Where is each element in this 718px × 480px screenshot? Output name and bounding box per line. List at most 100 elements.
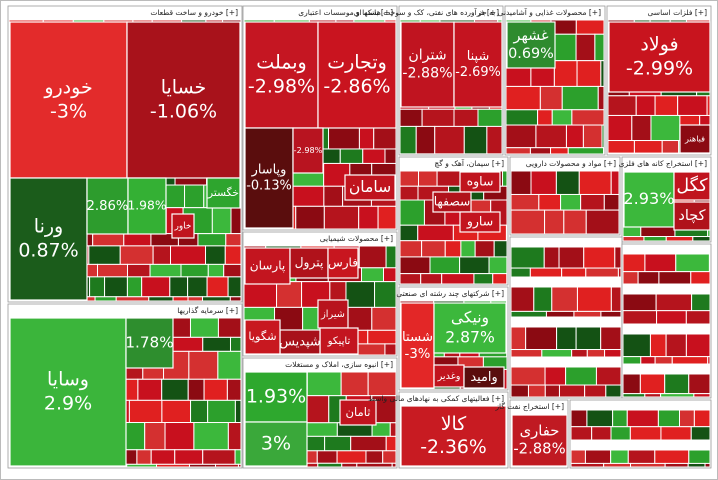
filler-cell bbox=[188, 463, 217, 468]
filler-cell bbox=[610, 426, 631, 441]
filler-cell bbox=[660, 393, 695, 398]
filler-cell bbox=[415, 125, 436, 155]
filler-cell bbox=[189, 317, 219, 338]
filler-cell bbox=[421, 240, 446, 258]
tile-name: وغدیر bbox=[437, 371, 461, 382]
filler-cell bbox=[643, 236, 667, 242]
filler-cell bbox=[385, 245, 397, 269]
filler-cell bbox=[148, 296, 174, 302]
filler-cell bbox=[243, 281, 278, 308]
tile bbox=[459, 211, 501, 233]
filler-cell bbox=[502, 170, 508, 187]
tile-name: کگل bbox=[676, 175, 708, 196]
filler-cell bbox=[225, 233, 242, 247]
filler-cell bbox=[560, 193, 582, 211]
filler-cell bbox=[94, 296, 117, 302]
tile-name: سصفها bbox=[434, 195, 471, 210]
filler-cell bbox=[640, 356, 656, 365]
filler-cell bbox=[505, 109, 539, 126]
filler-cell bbox=[441, 273, 475, 285]
filler-cell bbox=[190, 399, 209, 424]
filler-cell bbox=[688, 449, 711, 464]
tile-value: -2.99% bbox=[626, 57, 693, 79]
tile bbox=[244, 127, 294, 229]
filler-cell bbox=[529, 267, 563, 278]
filler-cell bbox=[654, 356, 673, 365]
filler-cell bbox=[488, 256, 508, 275]
filler-cell bbox=[570, 449, 586, 464]
filler-cell bbox=[654, 449, 690, 464]
tile-name: شپدیس bbox=[279, 335, 320, 350]
filler-cell bbox=[399, 273, 422, 285]
filler-cell bbox=[324, 435, 352, 452]
filler-cell bbox=[361, 267, 385, 283]
filler-cell bbox=[223, 263, 242, 278]
filler-cell bbox=[551, 109, 573, 126]
filler-cell bbox=[561, 267, 587, 278]
tile-value: -3% bbox=[50, 100, 87, 122]
filler-cell bbox=[436, 170, 464, 187]
tile-name: وپاسار bbox=[251, 162, 287, 177]
filler-cell bbox=[544, 209, 565, 235]
sector-title: بانکها و موسسات اعتباری [+] bbox=[298, 8, 393, 17]
sector-title: شرکتهای چند رشته ای صنعتی [+] bbox=[396, 289, 504, 298]
filler-cell bbox=[622, 293, 657, 312]
filler-cell bbox=[553, 60, 578, 87]
filler-cell bbox=[171, 317, 191, 338]
tile-value: -2.86% bbox=[323, 75, 390, 97]
filler-cell bbox=[576, 286, 612, 312]
tile bbox=[244, 371, 308, 423]
filler-cell bbox=[617, 267, 622, 278]
filler-cell bbox=[226, 378, 242, 401]
filler-cell bbox=[187, 276, 208, 298]
filler-cell bbox=[510, 193, 540, 211]
filler-cell bbox=[595, 366, 622, 386]
filler-cell bbox=[384, 343, 397, 356]
filler-cell bbox=[704, 462, 711, 468]
filler-cell bbox=[184, 184, 205, 209]
filler-cell bbox=[626, 409, 659, 428]
sector-title: محصولات شیمیایی [+] bbox=[320, 234, 393, 243]
filler-cell bbox=[627, 449, 656, 464]
filler-cell bbox=[622, 373, 641, 395]
tile-value: 0.69% bbox=[508, 46, 554, 62]
filler-cell bbox=[527, 384, 546, 398]
filler-cell bbox=[345, 281, 376, 308]
tile bbox=[244, 319, 281, 355]
filler-cell bbox=[685, 310, 711, 325]
tile-value: -2.88% bbox=[402, 65, 452, 81]
filler-cell bbox=[128, 399, 163, 424]
filler-cell bbox=[558, 384, 586, 398]
filler-cell bbox=[202, 296, 231, 302]
tile-name: وامید bbox=[470, 370, 497, 385]
tile-name: تاپیکو bbox=[327, 336, 351, 347]
tile bbox=[244, 421, 308, 467]
tile bbox=[673, 201, 711, 231]
filler-cell bbox=[383, 267, 397, 283]
filler-cell bbox=[207, 399, 236, 424]
filler-cell bbox=[505, 85, 541, 111]
tile-name: ثامان bbox=[345, 405, 370, 419]
filler-cell bbox=[276, 281, 303, 308]
filler-cell bbox=[600, 60, 605, 87]
filler-cell bbox=[172, 296, 189, 302]
filler-cell bbox=[607, 114, 633, 142]
filler-cell bbox=[161, 378, 189, 401]
tile-value: 0.87% bbox=[18, 239, 78, 261]
filler-cell bbox=[584, 384, 607, 398]
filler-cell bbox=[561, 85, 599, 111]
tile-name: شستا bbox=[402, 330, 433, 345]
tile-name: کچاد bbox=[678, 208, 705, 224]
filler-cell bbox=[558, 246, 585, 269]
filler-cell bbox=[563, 209, 587, 235]
filler-cell bbox=[421, 108, 455, 127]
tile-name: فارس bbox=[328, 256, 358, 271]
filler-cell bbox=[510, 209, 546, 235]
filler-cell bbox=[202, 336, 231, 352]
filler-cell bbox=[601, 124, 605, 149]
filler-cell bbox=[188, 350, 219, 380]
tile-name: وسایا bbox=[47, 369, 89, 391]
filler-cell bbox=[657, 409, 681, 428]
tile bbox=[433, 302, 507, 354]
filler-cell bbox=[565, 366, 597, 386]
